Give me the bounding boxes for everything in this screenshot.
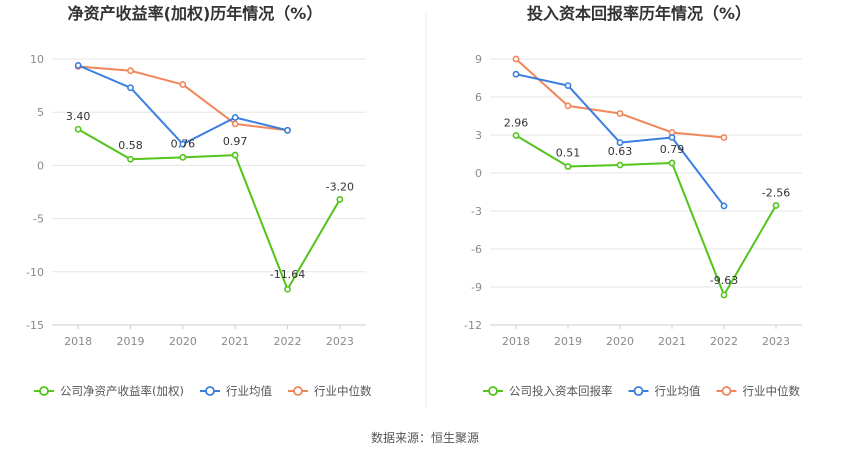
- company-data-point: [772, 202, 780, 209]
- x-tick-label: 2021: [221, 335, 249, 348]
- data-label: 0.58: [118, 139, 143, 152]
- x-tick-label: 2022: [710, 335, 738, 348]
- y-tick-label: 0: [37, 159, 44, 172]
- y-tick-label: -6: [471, 243, 482, 256]
- y-tick-label: 10: [30, 53, 44, 66]
- company-series-line: [77, 128, 341, 291]
- y-tick-label: -9: [471, 281, 482, 294]
- x-tick-label: 2023: [326, 335, 354, 348]
- company-data-point: [284, 285, 291, 293]
- data-label: 0.97: [223, 135, 248, 148]
- industry-median-data-point: [231, 120, 239, 128]
- data-label: 0.63: [608, 145, 633, 158]
- industry-average-data-point: [720, 202, 728, 210]
- industry-average-legend-label: 行业均值: [226, 384, 272, 398]
- y-tick-label: -15: [26, 319, 44, 332]
- company-data-point: [74, 125, 82, 133]
- x-tick-label: 2021: [658, 335, 686, 348]
- industry-average-data-point: [284, 126, 291, 134]
- industry-median-legend-marker: [293, 386, 303, 396]
- industry-average-data-point: [616, 139, 624, 146]
- y-tick-label: -5: [33, 213, 44, 226]
- data-label: 0.51: [556, 147, 581, 160]
- industry-median-data-point: [564, 102, 572, 110]
- industry-average-legend-marker: [205, 386, 215, 396]
- y-tick-label: 5: [37, 106, 44, 119]
- industry-average-data-point: [668, 134, 676, 141]
- company-data-point: [564, 163, 572, 170]
- data-label: -3.20: [326, 180, 354, 193]
- x-tick-label: 2019: [117, 335, 145, 348]
- industry-median-data-point: [616, 110, 624, 117]
- x-tick-label: 2018: [64, 335, 92, 348]
- industry-average-data-point: [179, 140, 187, 148]
- y-tick-label: 6: [475, 91, 482, 104]
- company-legend-label: 公司净资产收益率(加权): [60, 384, 184, 398]
- industry-median-data-point: [512, 55, 520, 63]
- industry-median-legend-label: 行业中位数: [314, 384, 372, 398]
- y-tick-label: 0: [475, 167, 482, 180]
- company-data-point: [668, 159, 676, 167]
- industry-average-data-point: [512, 70, 520, 78]
- data-label: -11.64: [270, 268, 305, 281]
- company-data-point: [127, 155, 134, 163]
- x-tick-label: 2020: [169, 335, 197, 348]
- company-data-point: [512, 132, 520, 139]
- y-tick-label: 3: [475, 129, 482, 142]
- industry-average-data-point: [231, 114, 239, 121]
- industry-average-data-point: [74, 61, 82, 69]
- company-data-point: [616, 161, 624, 169]
- data-label: -9.63: [710, 274, 738, 287]
- chart-panel-1: 净资产收益率(加权)历年情况（%） 10 5 0 -5 -10 -15 2018 2019 202…: [26, 4, 372, 398]
- industry-average-series-line: [77, 64, 288, 146]
- company-legend-marker: [39, 386, 49, 396]
- industry-median-series-line: [515, 58, 725, 139]
- company-series-line: [515, 134, 777, 296]
- industry-median-data-point: [720, 134, 728, 141]
- data-label: 0.79: [660, 143, 685, 156]
- y-tick-label: -3: [471, 205, 482, 218]
- y-tick-label: -10: [26, 266, 44, 279]
- company-legend-marker: [488, 386, 498, 396]
- industry-average-legend-marker: [633, 386, 644, 396]
- data-label: -2.56: [762, 186, 790, 199]
- industry-average-data-point: [564, 82, 572, 89]
- data-label: 3.40: [66, 110, 91, 123]
- data-source-footer: 数据来源：恒生聚源: [371, 430, 479, 445]
- company-legend-label: 公司投入资本回报率: [509, 384, 613, 398]
- company-data-point: [336, 196, 344, 203]
- company-data-point: [179, 153, 187, 161]
- chart-title: 投入资本回报率历年情况（%）: [527, 4, 751, 23]
- industry-average-legend-label: 行业均值: [655, 384, 701, 398]
- industry-median-legend-label: 行业中位数: [743, 384, 801, 398]
- x-tick-label: 2022: [274, 335, 302, 348]
- y-tick-label: -12: [464, 319, 482, 332]
- industry-median-data-point: [179, 81, 187, 88]
- industry-median-legend-marker: [721, 386, 732, 396]
- x-tick-label: 2023: [762, 335, 790, 348]
- y-tick-label: 9: [475, 53, 482, 66]
- x-tick-label: 2018: [502, 335, 530, 348]
- industry-average-data-point: [127, 84, 134, 92]
- industry-median-data-point: [127, 67, 134, 75]
- data-label: 2.96: [504, 117, 529, 130]
- company-data-point: [231, 151, 239, 159]
- x-tick-label: 2019: [554, 335, 582, 348]
- data-label: 0.76: [171, 137, 196, 150]
- industry-median-series-line: [78, 65, 288, 132]
- company-data-point: [720, 291, 728, 299]
- chart-panel-2: 投入资本回报率历年情况（%） 9 6 3 0 -3 -6 -9 -12 2018 2019 2020 2…: [464, 4, 802, 398]
- x-tick-label: 2020: [606, 335, 634, 348]
- chart-title: 净资产收益率(加权)历年情况（%）: [68, 4, 323, 23]
